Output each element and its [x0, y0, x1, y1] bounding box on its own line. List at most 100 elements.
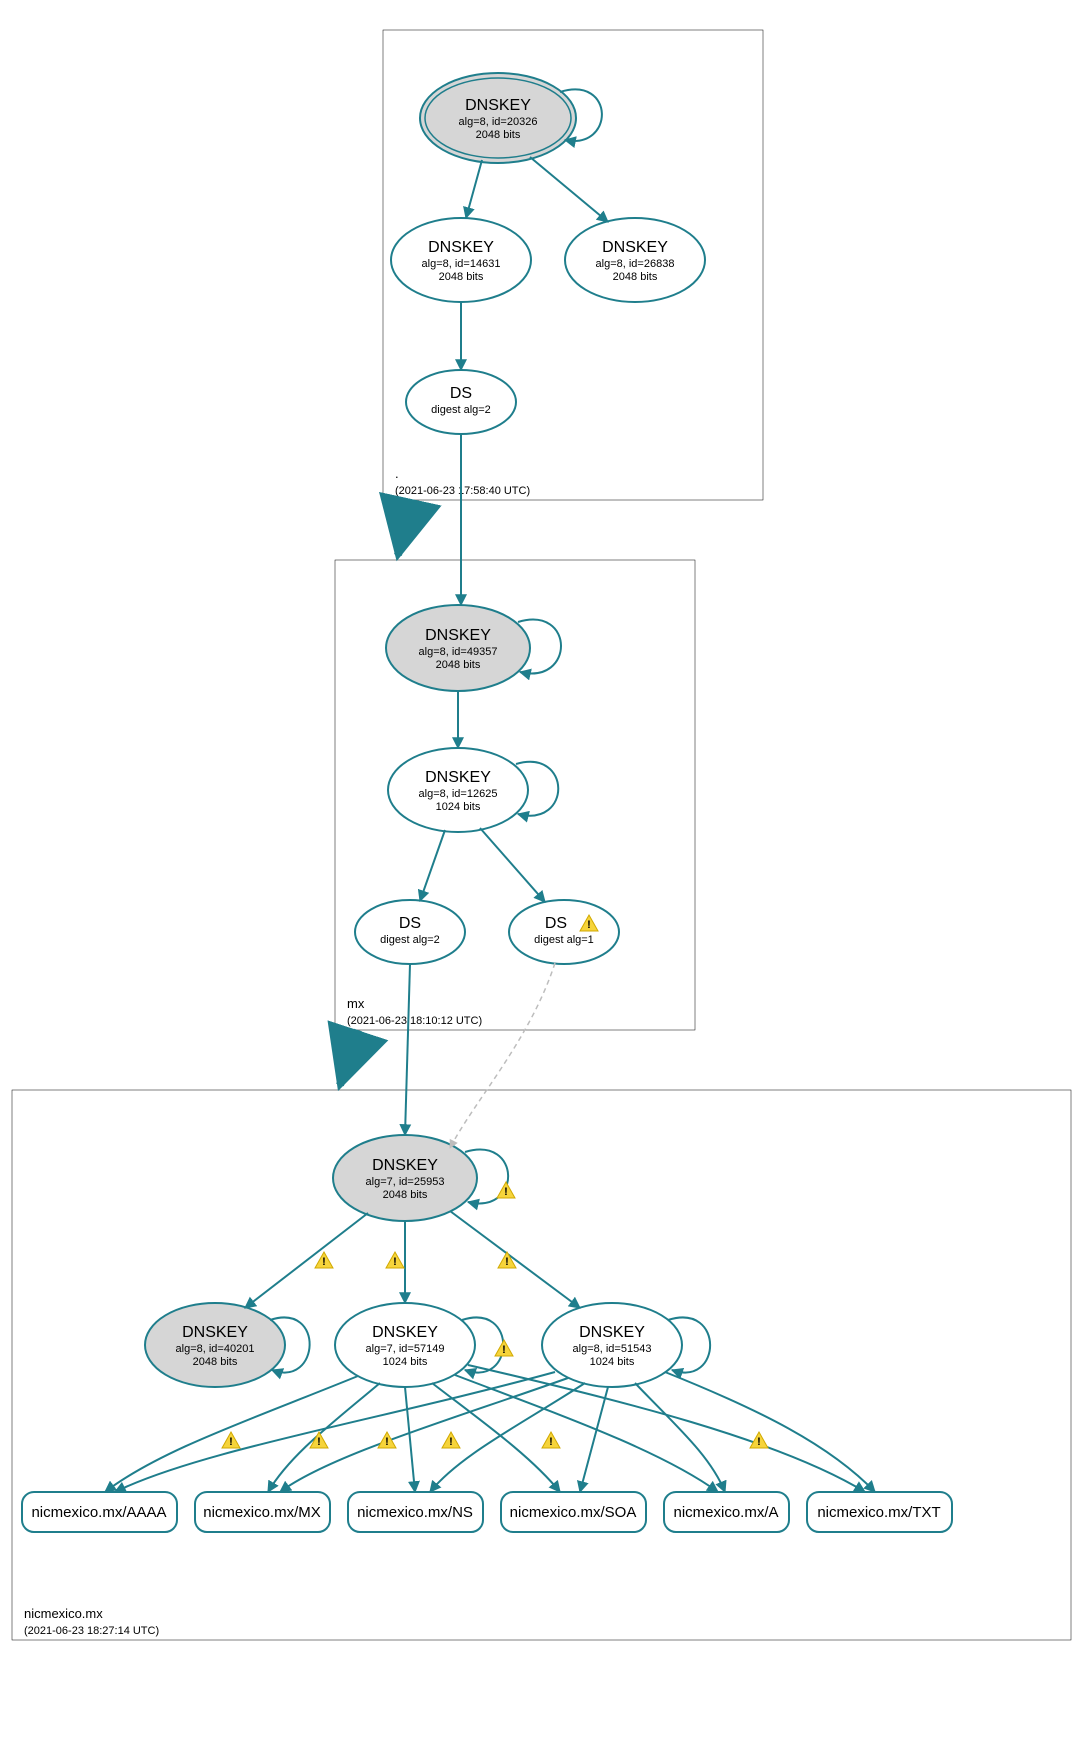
edge-mxzsk-ds2: [480, 828, 545, 902]
rrset-aaaa: nicmexico.mx/AAAA: [22, 1492, 177, 1532]
edge-mx-to-nic-zone: [340, 1030, 358, 1085]
svg-text:2048 bits: 2048 bits: [193, 1356, 238, 1368]
svg-text:alg=8, id=20326: alg=8, id=20326: [459, 116, 538, 128]
svg-text:alg=8, id=49357: alg=8, id=49357: [419, 646, 498, 658]
warning-icon: !: [315, 1252, 333, 1268]
edge-rootksk-zsk2: [530, 157, 608, 222]
svg-text:DNSKEY: DNSKEY: [579, 1324, 645, 1341]
svg-text:alg=8, id=51543: alg=8, id=51543: [573, 1343, 652, 1355]
svg-text:DNSKEY: DNSKEY: [372, 1324, 438, 1341]
svg-text:2048 bits: 2048 bits: [383, 1189, 428, 1201]
svg-text:alg=8, id=26838: alg=8, id=26838: [596, 258, 675, 270]
svg-text:!: !: [587, 919, 591, 931]
rrset-a: nicmexico.mx/A: [664, 1492, 789, 1532]
node-mx-zsk: DNSKEY alg=8, id=12625 1024 bits: [388, 748, 528, 832]
svg-text:!: !: [385, 1436, 389, 1448]
edge-nicksk-k3: [450, 1211, 580, 1308]
edge-mxds2-nicksk: [450, 963, 555, 1148]
rrset-ns: nicmexico.mx/NS: [348, 1492, 483, 1532]
svg-text:!: !: [505, 1256, 509, 1268]
svg-text:DS: DS: [450, 385, 472, 402]
svg-text:DNSKEY: DNSKEY: [465, 97, 531, 114]
svg-text:!: !: [449, 1436, 453, 1448]
svg-text:DNSKEY: DNSKEY: [428, 239, 494, 256]
node-root-ksk: DNSKEY alg=8, id=20326 2048 bits: [420, 73, 576, 163]
svg-text:DNSKEY: DNSKEY: [425, 769, 491, 786]
svg-text:nicmexico.mx/A: nicmexico.mx/A: [673, 1504, 778, 1521]
svg-text:alg=8, id=40201: alg=8, id=40201: [176, 1343, 255, 1355]
zone-nic-label: nicmexico.mx: [24, 1606, 103, 1621]
svg-text:DNSKEY: DNSKEY: [602, 239, 668, 256]
edge-k3-mx: [280, 1378, 568, 1492]
edge-rootksk-zsk1: [466, 160, 482, 218]
svg-text:2048 bits: 2048 bits: [439, 271, 484, 283]
svg-text:!: !: [549, 1436, 553, 1448]
svg-text:nicmexico.mx/TXT: nicmexico.mx/TXT: [817, 1504, 940, 1521]
svg-text:2048 bits: 2048 bits: [613, 271, 658, 283]
svg-text:nicmexico.mx/AAAA: nicmexico.mx/AAAA: [31, 1504, 166, 1521]
edge-root-to-mx-zone: [398, 500, 410, 555]
zone-nic-ts: (2021-06-23 18:27:14 UTC): [24, 1625, 159, 1637]
svg-text:!: !: [757, 1436, 761, 1448]
warning-icon: !: [386, 1252, 404, 1268]
warning-icon: !: [378, 1432, 396, 1448]
edge-k3-txt: [665, 1372, 875, 1492]
svg-text:nicmexico.mx/SOA: nicmexico.mx/SOA: [510, 1504, 637, 1521]
svg-text:1024 bits: 1024 bits: [383, 1356, 428, 1368]
svg-text:!: !: [229, 1436, 233, 1448]
rrset-soa: nicmexico.mx/SOA: [501, 1492, 646, 1532]
svg-text:alg=7, id=25953: alg=7, id=25953: [366, 1176, 445, 1188]
svg-text:alg=7, id=57149: alg=7, id=57149: [366, 1343, 445, 1355]
warning-icon: !: [222, 1432, 240, 1448]
edge-k2-ns: [405, 1387, 415, 1492]
svg-text:alg=8, id=12625: alg=8, id=12625: [419, 788, 498, 800]
svg-text:DNSKEY: DNSKEY: [182, 1324, 248, 1341]
edge-mxds1-nicksk: [405, 964, 410, 1135]
node-root-zsk1: DNSKEY alg=8, id=14631 2048 bits: [391, 218, 531, 302]
zone-mx-label: mx: [347, 996, 365, 1011]
svg-text:!: !: [322, 1256, 326, 1268]
svg-text:alg=8, id=14631: alg=8, id=14631: [422, 258, 501, 270]
node-root-zsk2: DNSKEY alg=8, id=26838 2048 bits: [565, 218, 705, 302]
zone-root-label: .: [395, 466, 399, 481]
svg-text:DNSKEY: DNSKEY: [425, 627, 491, 644]
edge-mxzsk-ds1: [420, 830, 445, 901]
svg-text:!: !: [502, 1344, 506, 1356]
edge-k3-aaaa: [115, 1372, 555, 1492]
edge-nicksk-k1: [245, 1213, 368, 1308]
warning-icon: !: [542, 1432, 560, 1448]
svg-text:DS: DS: [399, 915, 421, 932]
svg-text:1024 bits: 1024 bits: [590, 1356, 635, 1368]
rrset-txt: nicmexico.mx/TXT: [807, 1492, 952, 1532]
svg-text:digest alg=2: digest alg=2: [380, 934, 440, 946]
node-mx-ds2: DS digest alg=1: [509, 900, 619, 964]
svg-text:!: !: [317, 1436, 321, 1448]
svg-text:DNSKEY: DNSKEY: [372, 1157, 438, 1174]
svg-text:digest alg=2: digest alg=2: [431, 404, 491, 416]
node-nic-k2: DNSKEY alg=7, id=57149 1024 bits: [335, 1303, 475, 1387]
warning-icon: !: [750, 1432, 768, 1448]
svg-text:1024 bits: 1024 bits: [436, 801, 481, 813]
node-nic-k1: DNSKEY alg=8, id=40201 2048 bits: [145, 1303, 285, 1387]
svg-text:nicmexico.mx/MX: nicmexico.mx/MX: [203, 1504, 321, 1521]
node-mx-ksk: DNSKEY alg=8, id=49357 2048 bits: [386, 605, 530, 691]
edge-k3-a: [635, 1383, 725, 1492]
svg-text:nicmexico.mx/NS: nicmexico.mx/NS: [357, 1504, 473, 1521]
svg-text:2048 bits: 2048 bits: [476, 129, 521, 141]
edge-k2-txt: [468, 1365, 865, 1492]
svg-text:2048 bits: 2048 bits: [436, 659, 481, 671]
warning-icon: !: [442, 1432, 460, 1448]
node-root-ds: DS digest alg=2: [406, 370, 516, 434]
edge-k3-soa: [580, 1387, 608, 1492]
zone-mx-ts: (2021-06-23 18:10:12 UTC): [347, 1015, 482, 1027]
zone-root-ts: (2021-06-23 17:58:40 UTC): [395, 485, 530, 497]
warning-icon: !: [498, 1252, 516, 1268]
warning-icon: !: [497, 1182, 515, 1198]
svg-text:!: !: [393, 1256, 397, 1268]
node-nic-ksk: DNSKEY alg=7, id=25953 2048 bits: [333, 1135, 477, 1221]
node-nic-k3: DNSKEY alg=8, id=51543 1024 bits: [542, 1303, 682, 1387]
node-mx-ds1: DS digest alg=2: [355, 900, 465, 964]
warning-icon: !: [495, 1340, 513, 1356]
rrset-mx: nicmexico.mx/MX: [195, 1492, 330, 1532]
svg-text:digest alg=1: digest alg=1: [534, 934, 594, 946]
